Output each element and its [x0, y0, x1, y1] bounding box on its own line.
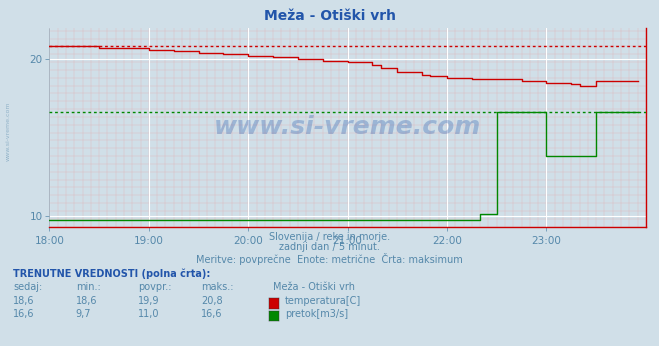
Text: 11,0: 11,0: [138, 309, 160, 319]
Text: temperatura[C]: temperatura[C]: [285, 296, 361, 306]
Text: 9,7: 9,7: [76, 309, 92, 319]
Text: povpr.:: povpr.:: [138, 282, 172, 292]
Text: www.si-vreme.com: www.si-vreme.com: [214, 115, 481, 139]
Text: Slovenija / reke in morje.: Slovenija / reke in morje.: [269, 232, 390, 242]
Text: maks.:: maks.:: [201, 282, 233, 292]
Text: Meža - Otiški vrh: Meža - Otiški vrh: [273, 282, 355, 292]
Text: zadnji dan / 5 minut.: zadnji dan / 5 minut.: [279, 242, 380, 252]
Text: sedaj:: sedaj:: [13, 282, 42, 292]
Text: 16,6: 16,6: [201, 309, 223, 319]
Text: TRENUTNE VREDNOSTI (polna črta):: TRENUTNE VREDNOSTI (polna črta):: [13, 268, 211, 279]
Text: 20,8: 20,8: [201, 296, 223, 306]
Text: pretok[m3/s]: pretok[m3/s]: [285, 309, 348, 319]
Text: 18,6: 18,6: [13, 296, 35, 306]
Text: www.si-vreme.com: www.si-vreme.com: [5, 102, 11, 161]
Text: 16,6: 16,6: [13, 309, 35, 319]
Text: min.:: min.:: [76, 282, 101, 292]
Text: Meritve: povprečne  Enote: metrične  Črta: maksimum: Meritve: povprečne Enote: metrične Črta:…: [196, 253, 463, 265]
Text: 19,9: 19,9: [138, 296, 160, 306]
Text: Meža - Otiški vrh: Meža - Otiški vrh: [264, 9, 395, 22]
Text: 18,6: 18,6: [76, 296, 98, 306]
